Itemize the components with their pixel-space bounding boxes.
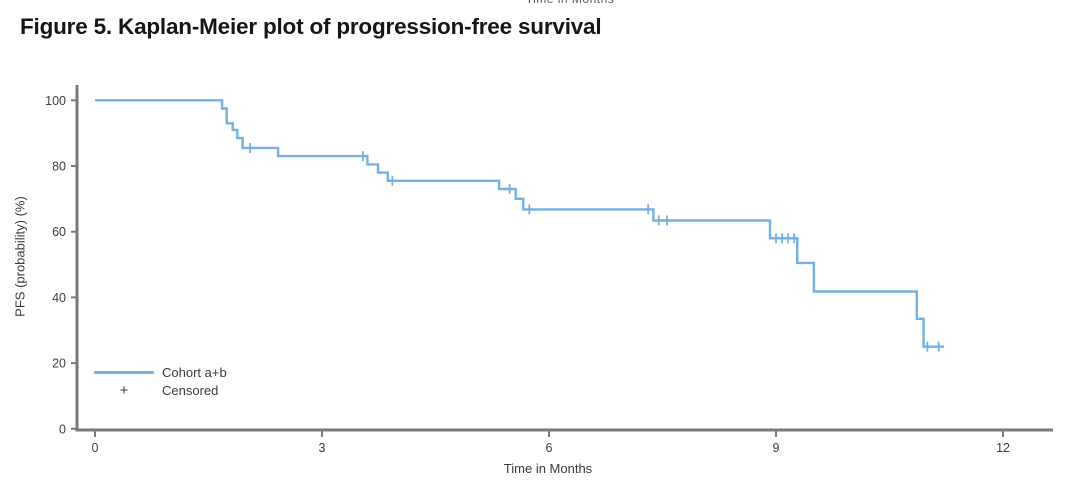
survival-curve-cohort-a+b xyxy=(95,99,944,348)
legend-row-cohort: Cohort a+b xyxy=(94,363,227,381)
legend-line-swatch xyxy=(94,370,154,374)
x-tick-label-0: 0 xyxy=(92,441,99,455)
y-tick-label-0: 0 xyxy=(59,422,66,436)
x-axis-label: Time in Months xyxy=(503,461,593,476)
y-axis-label: PFS (probability) (%) xyxy=(12,196,28,317)
legend-row-censored: + Censored xyxy=(94,381,227,399)
x-tick-label-6: 6 xyxy=(546,441,553,455)
x-tick-label-3: 3 xyxy=(319,441,326,455)
x-tick-label-12: 12 xyxy=(996,441,1010,455)
legend-label-cohort: Cohort a+b xyxy=(162,364,227,380)
legend-label-censored: Censored xyxy=(162,382,219,398)
y-tick-label-80: 80 xyxy=(52,160,66,174)
y-tick-label-20: 20 xyxy=(52,357,66,371)
y-tick-label-60: 60 xyxy=(52,225,66,239)
figure-title: Figure 5. Kaplan-Meier plot of progressi… xyxy=(20,14,602,39)
clipped-previous-axis-label: Time in Months xyxy=(500,0,640,6)
y-tick-label-40: 40 xyxy=(52,291,66,305)
plus-marker-icon: + xyxy=(119,381,129,399)
y-tick-label-100: 100 xyxy=(45,94,66,108)
x-tick-label-9: 9 xyxy=(773,441,780,455)
legend: Cohort a+b + Censored xyxy=(94,363,227,399)
